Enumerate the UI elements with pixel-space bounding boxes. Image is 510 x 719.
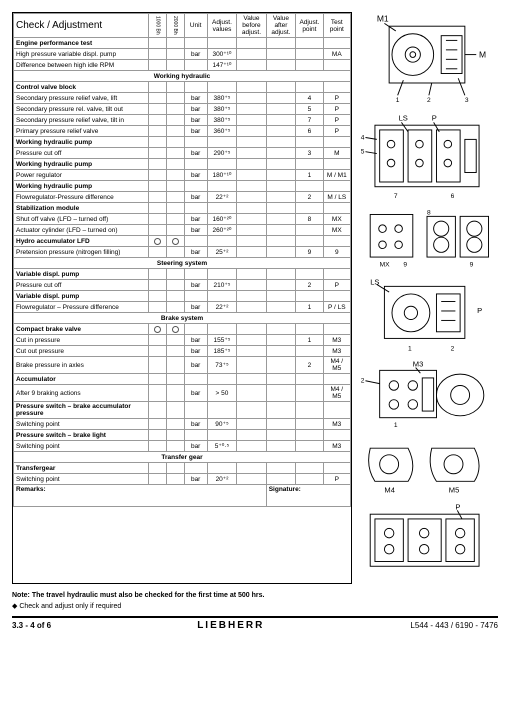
table-row: Flowregulator – Pressure differencebar22… xyxy=(14,302,351,313)
table-row: Pressure switch – brake accumulator pres… xyxy=(14,402,351,419)
table-row: Engine performance test xyxy=(14,38,351,49)
svg-text:2: 2 xyxy=(427,97,431,104)
diagram-axle: M4 M5 xyxy=(356,434,498,496)
diagram-brake-valve: M3 2 1 xyxy=(356,359,498,430)
svg-text:6: 6 xyxy=(451,193,455,200)
section-header: Transfer gear xyxy=(14,452,351,463)
svg-text:2: 2 xyxy=(451,346,455,353)
table-row: Switching pointbar5⁺⁰·⁵M3 xyxy=(14,441,351,452)
table-row: Secondary pressure rel. valve, tilt outb… xyxy=(14,104,351,115)
label-m3: M3 xyxy=(413,360,424,369)
section-header: Brake system xyxy=(14,313,351,324)
svg-text:3: 3 xyxy=(465,97,469,104)
svg-text:4: 4 xyxy=(361,134,365,141)
label-p2: P xyxy=(477,306,482,315)
hdr-cb1: 1000 Bh xyxy=(148,14,166,38)
svg-text:9: 9 xyxy=(470,261,474,268)
table-row: Variable displ. pump xyxy=(14,291,351,302)
table-title: Check / Adjustment xyxy=(14,14,149,38)
table-row: Power regulatorbar180⁺¹⁰1M / M1 xyxy=(14,170,351,181)
note-text: Note: The travel hydraulic must also be … xyxy=(12,592,498,599)
table-row: Secondary pressure relief valve, liftbar… xyxy=(14,93,351,104)
diagram-pump-2: LS P 12 xyxy=(356,275,498,355)
table-row: Pretension pressure (nitrogen filling)ba… xyxy=(14,247,351,258)
svg-text:7: 7 xyxy=(394,193,398,200)
table-row: Working hydraulic pump xyxy=(14,181,351,192)
table-row: After 9 braking actionsbar> 50M4 / M5 xyxy=(14,385,351,402)
table-row: Cut out pressurebar185⁺⁵M3 xyxy=(14,346,351,357)
hdr-tp: Test point xyxy=(323,14,350,38)
signature-cell: Signature: xyxy=(266,485,350,507)
table-row: Pressure switch – brake light xyxy=(14,430,351,441)
table-row: Variable displ. pump xyxy=(14,269,351,280)
diagram-module: MX 9 8 9 xyxy=(356,205,498,271)
hdr-after: Value after adjust. xyxy=(266,14,295,38)
doc-number: L544 - 443 / 6190 - 7476 xyxy=(410,621,498,630)
bullet-text: ◆ Check and adjust only if required xyxy=(12,602,498,610)
table-row: Control valve block xyxy=(14,82,351,93)
diagrams-column: M1 M 1 2 3 LS P 5 4 7 6 MX 9 8 9 LS P 1 2 M3 … xyxy=(356,12,498,584)
table-row: Compact brake valve xyxy=(14,324,351,335)
table-row: Switching pointbar20⁺²P xyxy=(14,474,351,485)
table-row: Flowregulator-Pressure differencebar22⁺²… xyxy=(14,192,351,203)
table-row: Working hydraulic pump xyxy=(14,137,351,148)
table-row: Brake pressure in axlesbar73⁺⁵2M4 / M5 xyxy=(14,357,351,374)
table-row: Pressure cut offbar290⁺⁵3M xyxy=(14,148,351,159)
section-header: Working hydraulic xyxy=(14,71,351,82)
page-footer: 3.3 - 4 of 6 LIEBHERR L544 - 443 / 6190 … xyxy=(12,616,498,631)
svg-text:1: 1 xyxy=(396,97,400,104)
hdr-ap: Adjust. point xyxy=(296,14,323,38)
diagram-valve-block: LS P 5 4 7 6 xyxy=(356,111,498,201)
table-row: Working hydraulic pump xyxy=(14,159,351,170)
table-row: High pressure variable displ. pumpbar300… xyxy=(14,49,351,60)
svg-text:1: 1 xyxy=(408,346,412,353)
diagram-pump-1: M1 M 1 2 3 xyxy=(356,12,498,107)
table-row: Secondary pressure relief valve, tilt in… xyxy=(14,115,351,126)
table-row: Shut off valve (LFD – turned off)bar160⁺… xyxy=(14,214,351,225)
table-row: Switching pointbar90⁺⁵M3 xyxy=(14,419,351,430)
table-row: Actuator cylinder (LFD – turned on)bar26… xyxy=(14,225,351,236)
table-row: Pressure cut offbar210⁺⁵2P xyxy=(14,280,351,291)
table-row: Difference between high idle RPM147⁺¹⁰ xyxy=(14,60,351,71)
hdr-adjval: Adjust. values xyxy=(207,14,236,38)
label-p3: P xyxy=(455,502,460,511)
hdr-cb2: 2000 Bh xyxy=(166,14,184,38)
table-row: Cut in pressurebar155⁺⁵1M3 xyxy=(14,335,351,346)
hdr-before: Value before adjust. xyxy=(237,14,266,38)
label-p: P xyxy=(432,113,437,122)
table-row: Primary pressure relief valvebar360⁺⁵6P xyxy=(14,126,351,137)
page-number: 3.3 - 4 of 6 xyxy=(12,621,51,630)
hdr-unit: Unit xyxy=(184,14,207,38)
table-row: Transfergear xyxy=(14,463,351,474)
brand-logo: LIEBHERR xyxy=(197,620,264,631)
table-row: Stabilization module xyxy=(14,203,351,214)
remarks-cell: Remarks: xyxy=(14,485,267,507)
svg-text:8: 8 xyxy=(427,209,431,216)
table-row: Accumulator xyxy=(14,374,351,385)
svg-text:1: 1 xyxy=(394,422,398,429)
label-m1: M1 xyxy=(377,13,389,23)
svg-text:9: 9 xyxy=(403,261,407,268)
label-m4: M4 xyxy=(384,486,395,495)
label-m: M xyxy=(479,49,486,59)
svg-text:2: 2 xyxy=(361,378,365,385)
section-header: Steering system xyxy=(14,258,351,269)
diagram-transfer: P xyxy=(356,500,498,580)
label-m5: M5 xyxy=(449,486,460,495)
label-ls: LS xyxy=(399,113,408,122)
svg-text:5: 5 xyxy=(361,148,365,155)
table-row: Hydro accumulator LFD xyxy=(14,236,351,247)
label-mx: MX xyxy=(380,261,391,268)
adjustment-table: Check / Adjustment 1000 Bh 2000 Bh Unit … xyxy=(12,12,352,584)
